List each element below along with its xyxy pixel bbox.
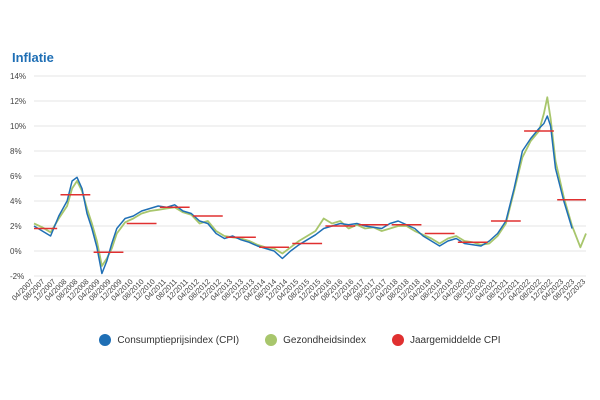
legend-label: Consumptieprijsindex (CPI) xyxy=(117,334,240,346)
legend-item: Gezondheidsindex xyxy=(265,334,366,346)
legend-swatch xyxy=(391,334,404,346)
y-tick-label: 8% xyxy=(10,147,22,156)
chart-legend: Consumptieprijsindex (CPI) Gezondheidsind… xyxy=(0,334,600,346)
chart-title: Inflatie xyxy=(12,50,54,65)
y-tick-label: 12% xyxy=(10,97,26,106)
y-tick-labels: -2% 0% 2% 4% 6% 8% 10% 12% 14% xyxy=(10,72,26,281)
legend-swatch xyxy=(99,334,112,346)
y-tick-label: 2% xyxy=(10,222,22,231)
legend-label: Gezondheidsindex xyxy=(283,334,366,346)
y-tick-label: 0% xyxy=(10,247,22,256)
y-tick-label: 6% xyxy=(10,172,22,181)
y-tick-label: -2% xyxy=(10,272,24,281)
legend-item: Consumptieprijsindex (CPI) xyxy=(99,334,239,346)
grid-layer xyxy=(34,75,586,277)
y-tick-label: 14% xyxy=(10,72,26,81)
y-tick-label: 4% xyxy=(10,197,22,206)
legend-label: Jaargemiddelde CPI xyxy=(409,334,501,346)
x-tick-labels: 04/200708/200712/200704/200808/200812/20… xyxy=(10,277,587,303)
legend-swatch xyxy=(265,334,278,346)
y-tick-label: 10% xyxy=(10,122,26,131)
series-layer xyxy=(33,96,587,275)
series-line-cpi xyxy=(33,115,573,275)
legend-item: Jaargemiddelde CPI xyxy=(391,334,501,346)
series-line-gezondheidsindex xyxy=(33,96,587,267)
